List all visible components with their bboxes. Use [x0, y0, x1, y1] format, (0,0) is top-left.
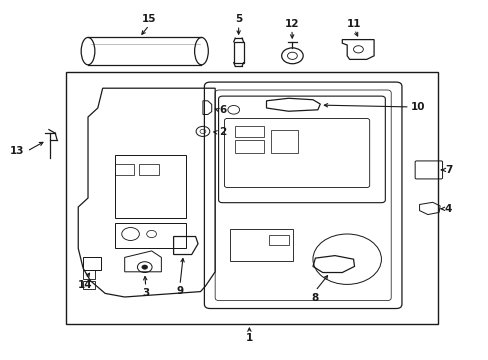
Text: 4: 4: [444, 204, 451, 214]
Bar: [271, 130, 298, 153]
Bar: [115, 155, 185, 218]
Text: 8: 8: [311, 293, 318, 303]
Bar: [229, 229, 293, 261]
Bar: [234, 140, 264, 153]
Bar: [83, 257, 101, 270]
Text: 7: 7: [444, 165, 451, 175]
Bar: [83, 270, 95, 279]
Text: 13: 13: [10, 146, 24, 156]
Text: 6: 6: [219, 105, 226, 115]
Bar: [268, 235, 288, 245]
Text: 3: 3: [142, 288, 149, 298]
Bar: [115, 223, 185, 248]
Bar: [66, 72, 437, 324]
Text: 15: 15: [142, 14, 156, 24]
Bar: [139, 164, 159, 175]
Bar: [115, 164, 134, 175]
Bar: [233, 42, 243, 63]
Text: 2: 2: [219, 127, 226, 138]
Circle shape: [142, 265, 147, 269]
Text: 11: 11: [346, 19, 361, 29]
Text: 1: 1: [245, 333, 252, 343]
Text: 12: 12: [284, 19, 299, 29]
Text: 10: 10: [410, 102, 425, 112]
Text: 5: 5: [235, 14, 242, 24]
Text: 14: 14: [78, 280, 93, 290]
Bar: [234, 126, 264, 137]
Bar: [83, 281, 95, 289]
Text: 9: 9: [176, 286, 183, 296]
